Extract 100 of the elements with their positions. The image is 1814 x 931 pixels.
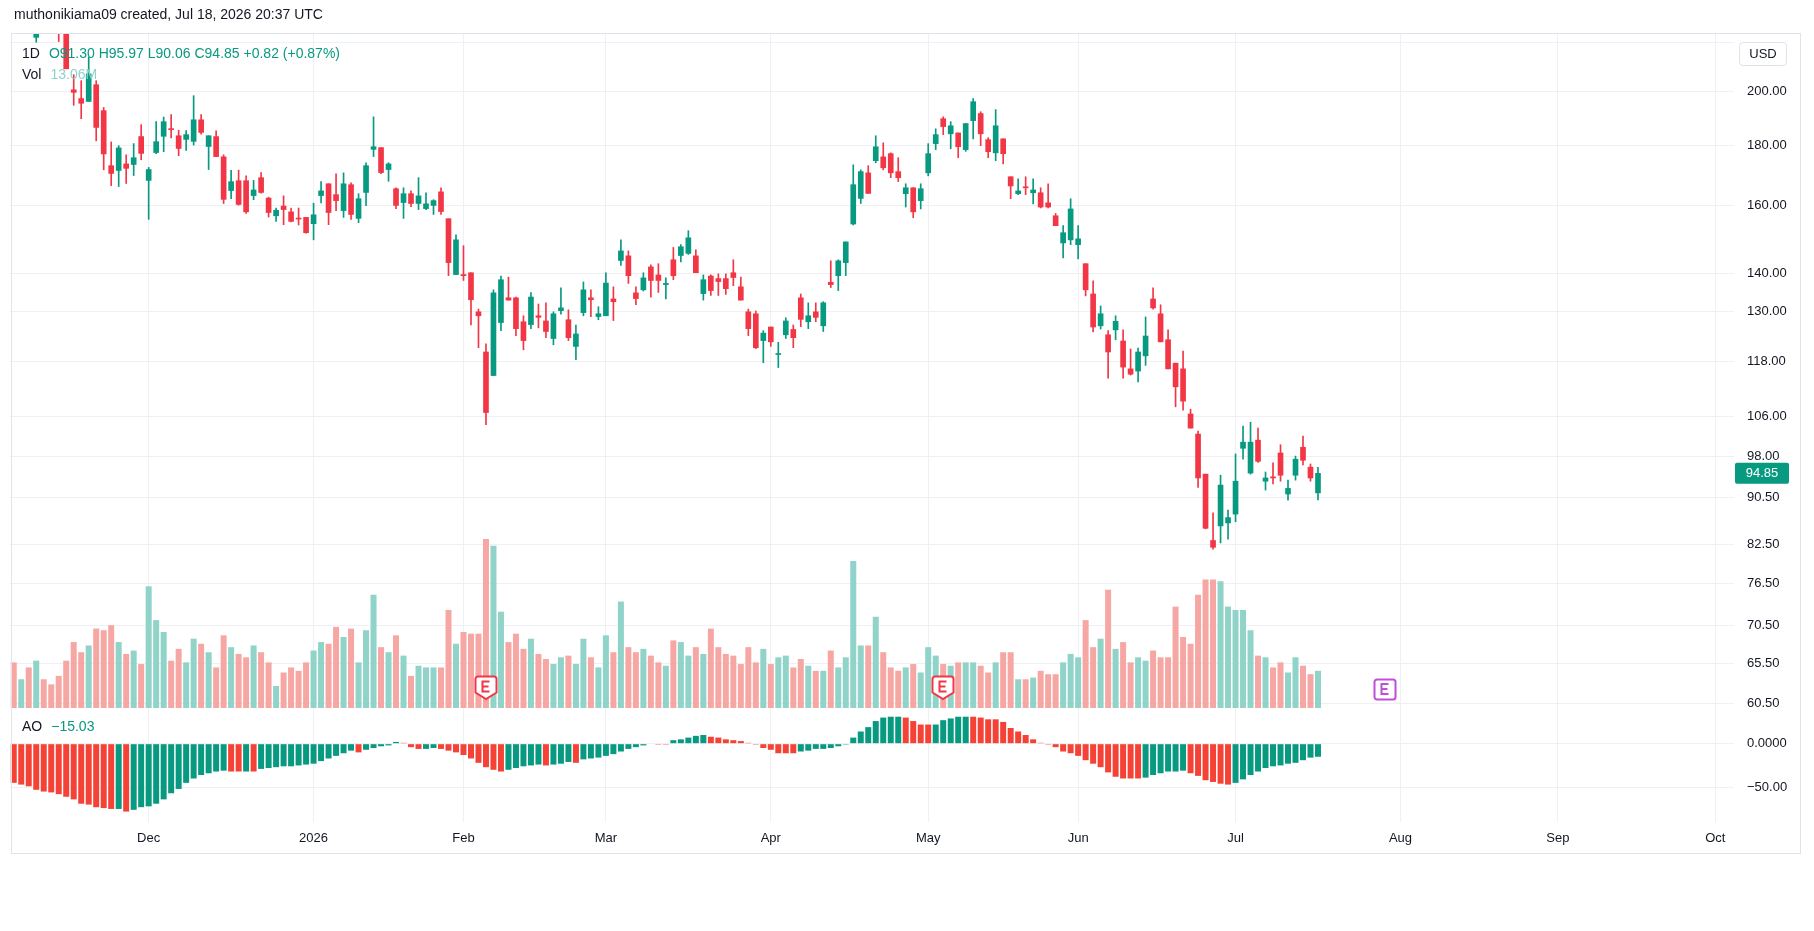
candlestick [1075,225,1081,260]
bar [505,744,512,770]
bar [190,638,197,708]
bar [805,665,812,708]
text: −15.03 [51,718,95,734]
y-tick-label: 140.00 [1747,265,1787,281]
text: AO [22,718,43,734]
bar [970,716,977,744]
bar [497,611,504,708]
bar [175,648,182,708]
bar [692,647,699,708]
bar [775,657,782,708]
x-tick-label: May [915,830,941,846]
candlestick [333,173,339,211]
bar [130,650,137,708]
x-tick-label: Apr [760,830,782,846]
bar [827,650,834,708]
bar [1314,744,1321,757]
y-tick-label: 65.50 [1747,654,1780,670]
bar [955,662,962,708]
bar [587,657,594,708]
bar [820,670,827,708]
chart-title: Vol [22,66,42,82]
bar [228,647,235,708]
bar [348,628,355,708]
candlestick [1015,178,1021,195]
bar [902,667,909,708]
bar [138,664,145,708]
bar [662,665,669,708]
bar [527,638,534,708]
y-tick-label: 160.00 [1747,196,1787,212]
bar [572,744,579,763]
bar [400,655,407,708]
bar [1262,657,1269,708]
bar [1060,662,1067,708]
candlestick [145,167,152,220]
candlestick [663,277,669,300]
bar [1314,670,1321,708]
bar [363,744,370,750]
bar [205,652,212,708]
candlestick [168,114,174,139]
bar [18,679,25,708]
bar [1097,638,1104,708]
bar [93,628,100,708]
bar [250,744,257,772]
candlestick [1030,178,1036,205]
bar [85,645,92,708]
bar [760,648,767,708]
x-tick-label: Aug [1388,830,1413,846]
bar [580,744,587,760]
bar [797,658,804,708]
bar [220,635,227,708]
text: 94.85 [1745,465,1779,481]
bar [550,664,557,708]
bar [123,744,130,812]
bar [550,744,557,765]
bar [415,744,422,749]
bar [640,648,647,708]
candlestick [108,141,115,186]
candlestick [558,287,564,315]
candlestick [760,330,767,364]
candlestick [775,341,782,368]
bar [408,675,415,708]
bar [602,635,609,708]
bar [595,667,602,708]
bar [423,744,430,749]
bar [865,645,872,708]
candlestick [1210,512,1216,550]
bar [385,652,392,708]
x-tick-label: Sep [1546,830,1570,846]
bar [1292,657,1299,708]
candlestick [588,289,594,317]
x-tick-label: 2026 [299,830,329,846]
bar [1022,679,1029,708]
bar [115,642,122,708]
bar [565,655,572,708]
bar [370,594,377,708]
bar [115,744,122,809]
y-tick-label: 90.50 [1747,488,1780,504]
bar [610,652,617,708]
bar [497,744,504,772]
bar [408,744,415,748]
y-tick-label: 60.50 [1747,695,1780,711]
bar [393,635,400,708]
bar [505,642,512,708]
bar [670,740,677,744]
candlestick [130,143,137,176]
bar [1135,657,1142,708]
bar [557,657,564,708]
bar [273,686,280,708]
bar [1150,650,1157,708]
bar [632,652,639,708]
bar [25,667,32,708]
bar [1030,677,1037,708]
candlestick [827,260,834,288]
bar [220,744,227,771]
bar [617,601,624,708]
text: muthonikiama09 created, Jul 18, 2026 20:37 UTC [14,5,323,23]
bar [430,744,437,749]
y-tick-label: 76.50 [1747,575,1780,591]
